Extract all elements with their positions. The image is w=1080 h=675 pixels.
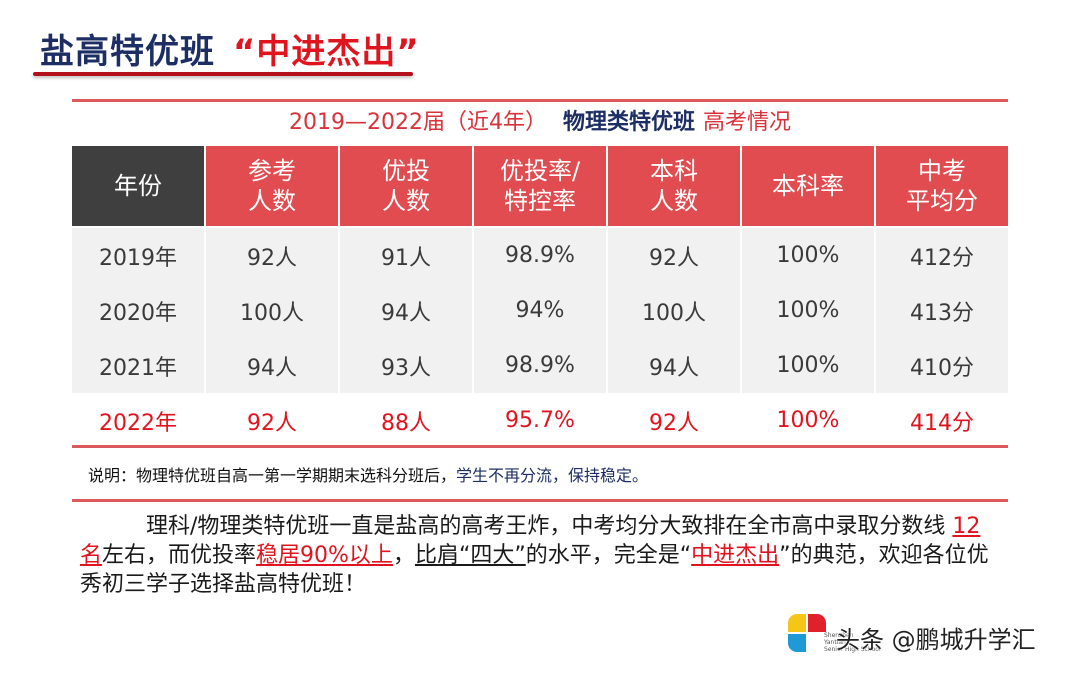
para-highlight-rate: 稳居90%以上 bbox=[256, 543, 393, 568]
para-highlight-slogan: 中进杰出 bbox=[691, 543, 780, 568]
header-undergrad-rate: 本科率 bbox=[742, 146, 874, 226]
cell-zhongkao-avg: 414分 bbox=[876, 393, 1008, 448]
cell-undergrad-count: 92人 bbox=[608, 228, 740, 283]
header-undergrad-count: 本科 人数 bbox=[608, 146, 740, 226]
cell-undergrad-count: 92人 bbox=[608, 393, 740, 448]
header-participants: 参考 人数 bbox=[206, 146, 338, 226]
para-text: 理科/物理类特优班一直是盐高的高考王炸，中考均分大致排在全市高中录取分数线 bbox=[80, 514, 953, 539]
watermark-text: 头条 @鹏城升学汇 bbox=[836, 626, 1036, 654]
cell-top-tier-count: 91人 bbox=[340, 228, 472, 283]
slide-title-main: 盐高特优班 bbox=[40, 32, 215, 72]
cell-undergrad-rate: 100% bbox=[742, 228, 874, 283]
table-row: 2019年 92人 91人 98.9% 92人 100% 412分 bbox=[72, 228, 1008, 283]
cell-undergrad-count: 100人 bbox=[608, 283, 740, 338]
logo-caption: Shenzhen Yantian Senior High School bbox=[824, 632, 881, 653]
para-text: 左右，而优投率 bbox=[102, 543, 257, 568]
watermark: Shenzhen Yantian Senior High School 头条 @… bbox=[786, 612, 1076, 662]
cell-year: 2022年 bbox=[72, 393, 204, 448]
cell-top-tier-count: 93人 bbox=[340, 338, 472, 393]
cell-zhongkao-avg: 413分 bbox=[876, 283, 1008, 338]
para-text: 的水平，完全是“ bbox=[525, 543, 692, 568]
cell-year: 2020年 bbox=[72, 283, 204, 338]
note-rule bbox=[72, 499, 1008, 502]
cell-top-tier-rate: 95.7% bbox=[474, 393, 606, 448]
cell-top-tier-rate: 98.9% bbox=[474, 338, 606, 393]
cell-participants: 92人 bbox=[206, 228, 338, 283]
cell-year: 2021年 bbox=[72, 338, 204, 393]
header-top-tier-rate: 优投率/ 特控率 bbox=[474, 146, 606, 226]
para-highlight-rank: 12名 bbox=[80, 514, 981, 568]
slide-title-accent: “中进杰出” bbox=[233, 32, 420, 72]
caption-subject: 高考情况 bbox=[702, 110, 791, 135]
table-row-highlight: 2022年 92人 88人 95.7% 92人 100% 414分 bbox=[72, 393, 1008, 448]
cell-zhongkao-avg: 410分 bbox=[876, 338, 1008, 393]
note-prefix: 说明：物理特优班自高一第一学期期末选科分班后， bbox=[88, 466, 457, 485]
caption-class: 物理类特优班 bbox=[562, 110, 695, 135]
header-year: 年份 bbox=[72, 146, 204, 226]
para-text: ”的典范，欢迎各位优秀初三学子选择盐高特优班！ bbox=[80, 543, 989, 597]
cell-top-tier-count: 94人 bbox=[340, 283, 472, 338]
cell-participants: 94人 bbox=[206, 338, 338, 393]
title-underline bbox=[33, 72, 413, 76]
school-logo-icon bbox=[786, 612, 832, 658]
slide-title: 盐高特优班 “中进杰出” bbox=[40, 24, 420, 74]
header-top-tier-count: 优投 人数 bbox=[340, 146, 472, 226]
cell-undergrad-count: 94人 bbox=[608, 338, 740, 393]
cell-top-tier-rate: 98.9% bbox=[474, 228, 606, 283]
table-note: 说明：物理特优班自高一第一学期期末选科分班后，学生不再分流，保持稳定。 bbox=[88, 462, 648, 486]
description-paragraph: 理科/物理类特优班一直是盐高的高考王炸，中考均分大致排在全市高中录取分数线 12… bbox=[80, 512, 1000, 599]
para-highlight-compare: 比肩“四大” bbox=[414, 543, 526, 568]
table-caption: 2019—2022届（近4年） 物理类特优班 高考情况 bbox=[72, 104, 1008, 136]
cell-participants: 92人 bbox=[206, 393, 338, 448]
cell-undergrad-rate: 100% bbox=[742, 393, 874, 448]
caption-years: 2019—2022届（近4年） bbox=[288, 110, 547, 135]
cell-undergrad-rate: 100% bbox=[742, 338, 874, 393]
cell-year: 2019年 bbox=[72, 228, 204, 283]
cell-zhongkao-avg: 412分 bbox=[876, 228, 1008, 283]
table-top-rule bbox=[72, 99, 1008, 102]
para-text: ， bbox=[392, 543, 415, 568]
cell-participants: 100人 bbox=[206, 283, 338, 338]
note-emphasis: 学生不再分流，保持稳定。 bbox=[456, 466, 649, 485]
table-header-row: 年份 参考 人数 优投 人数 优投率/ 特控率 本科 人数 本科率 中考 平均分 bbox=[72, 146, 1008, 226]
header-zhongkao-avg: 中考 平均分 bbox=[876, 146, 1008, 226]
table-bottom-rule bbox=[72, 445, 1008, 448]
results-table: 年份 参考 人数 优投 人数 优投率/ 特控率 本科 人数 本科率 中考 平均分… bbox=[72, 146, 1008, 448]
table-row: 2021年 94人 93人 98.9% 94人 100% 410分 bbox=[72, 338, 1008, 393]
cell-top-tier-count: 88人 bbox=[340, 393, 472, 448]
cell-undergrad-rate: 100% bbox=[742, 283, 874, 338]
table-row: 2020年 100人 94人 94% 100人 100% 413分 bbox=[72, 283, 1008, 338]
cell-top-tier-rate: 94% bbox=[474, 283, 606, 338]
